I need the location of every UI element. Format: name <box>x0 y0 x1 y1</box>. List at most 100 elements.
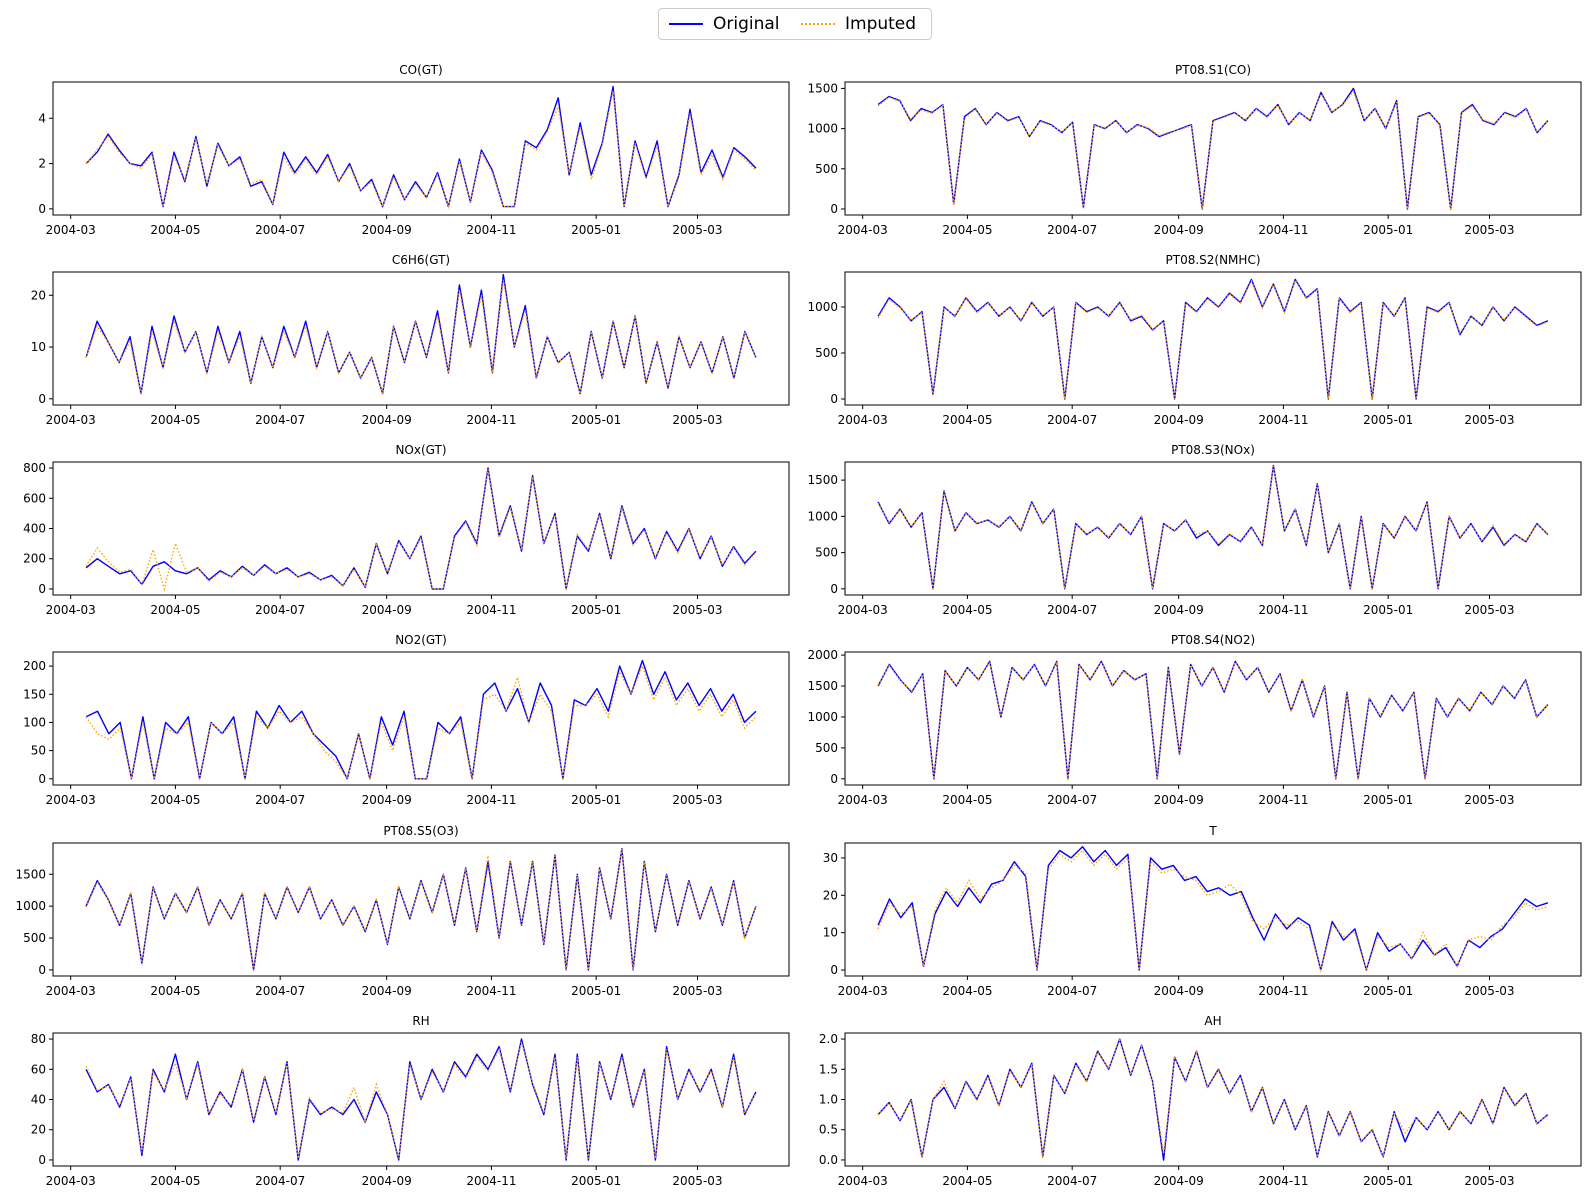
x-tick-label: 2005-01 <box>1363 984 1413 998</box>
plot-frame <box>844 81 1582 216</box>
y-tick-label: 2000 <box>807 648 838 662</box>
y-tick-label: 600 <box>23 491 46 505</box>
x-tick-label: 2004-03 <box>838 603 888 617</box>
y-tick-label: 1.5 <box>819 1062 838 1076</box>
x-tick-label: 2004-11 <box>1258 223 1308 237</box>
x-tick-label: 2004-09 <box>362 603 412 617</box>
x-tick-label: 2005-01 <box>571 984 621 998</box>
legend-item-original: Original <box>669 12 780 36</box>
x-tick-label: 2004-09 <box>362 1174 412 1188</box>
y-tick-label: 0 <box>830 202 838 216</box>
x-tick-label: 2004-09 <box>1154 603 1204 617</box>
series-original-line <box>85 659 757 780</box>
plot-frame <box>52 651 790 786</box>
subplot: AH 0.0 0.5 1.0 1.5 2.0 2004-03 2004-05 2004-07 20… <box>819 1014 1582 1188</box>
series-original-line <box>85 467 757 590</box>
legend-item-imputed: Imputed <box>801 12 916 36</box>
x-tick-label: 2004-05 <box>150 793 200 807</box>
x-tick-label: 2004-11 <box>466 603 516 617</box>
legend-swatch-original <box>669 23 703 25</box>
x-tick-label: 2004-09 <box>362 793 412 807</box>
x-tick-label: 2004-07 <box>255 603 305 617</box>
plot-frame <box>844 651 1582 786</box>
y-tick-label: 0.0 <box>819 1153 838 1167</box>
y-tick-label: 0 <box>830 582 838 596</box>
subplot: PT08.S1(CO) 0 500 1000 1500 2004-03 2004-05 200… <box>807 63 1582 237</box>
x-tick-label: 2005-01 <box>571 223 621 237</box>
subplot: PT08.S4(NO2) 0 500 1000 1500 2000 2004-03 2004-… <box>807 633 1582 807</box>
y-tick-label: 10 <box>31 340 46 354</box>
x-tick-label: 2005-03 <box>1464 603 1514 617</box>
x-tick-label: 2004-05 <box>942 793 992 807</box>
series-imputed-line <box>877 278 1549 400</box>
y-tick-label: 0 <box>38 392 46 406</box>
y-tick-label: 4 <box>38 111 46 125</box>
y-tick-label: 500 <box>815 162 838 176</box>
x-tick-label: 2004-09 <box>362 223 412 237</box>
y-tick-label: 2.0 <box>819 1032 838 1046</box>
series-original-line <box>85 848 757 971</box>
x-tick-label: 2004-11 <box>466 984 516 998</box>
y-tick-label: 1000 <box>807 710 838 724</box>
x-tick-label: 2004-03 <box>46 1174 96 1188</box>
series-imputed-line <box>877 1038 1549 1160</box>
series-imputed-line <box>85 1041 757 1159</box>
x-tick-label: 2004-09 <box>362 413 412 427</box>
y-tick-label: 1500 <box>807 81 838 95</box>
subplot-title: PT08.S4(NO2) <box>1171 633 1255 647</box>
plot-frame <box>52 271 790 406</box>
plot-frame <box>52 461 790 596</box>
subplot: RH 0 20 40 60 80 2004-03 2004-05 2004-07 2004-09 2… <box>31 1014 790 1188</box>
subplot-title: PT08.S3(NOx) <box>1171 443 1255 457</box>
y-tick-label: 0 <box>38 582 46 596</box>
plot-frame <box>844 461 1582 596</box>
x-tick-label: 2005-01 <box>1363 223 1413 237</box>
x-tick-label: 2004-09 <box>362 984 412 998</box>
x-tick-label: 2004-09 <box>1154 413 1204 427</box>
plot-frame <box>844 842 1582 977</box>
x-tick-label: 2005-01 <box>571 413 621 427</box>
y-tick-label: 200 <box>23 659 46 673</box>
y-tick-label: 150 <box>23 687 46 701</box>
x-tick-label: 2004-11 <box>1258 1174 1308 1188</box>
x-tick-label: 2004-03 <box>838 984 888 998</box>
x-tick-label: 2004-03 <box>46 984 96 998</box>
y-tick-label: 0 <box>38 1153 46 1167</box>
series-imputed-line <box>85 90 757 210</box>
series-original-line <box>877 87 1549 210</box>
y-tick-label: 0 <box>38 963 46 977</box>
x-tick-label: 2004-07 <box>255 793 305 807</box>
y-tick-label: 500 <box>815 346 838 360</box>
x-tick-label: 2004-11 <box>466 793 516 807</box>
y-tick-label: 500 <box>815 546 838 560</box>
y-tick-label: 0 <box>38 772 46 786</box>
y-tick-label: 20 <box>31 1123 46 1137</box>
y-tick-label: 1500 <box>807 473 838 487</box>
series-imputed-line <box>85 279 757 394</box>
x-tick-label: 2004-07 <box>255 223 305 237</box>
y-tick-label: 10 <box>823 926 838 940</box>
x-tick-label: 2004-03 <box>46 603 96 617</box>
y-tick-label: 0 <box>830 772 838 786</box>
x-tick-label: 2004-07 <box>1047 603 1097 617</box>
legend: Original Imputed <box>658 8 932 40</box>
x-tick-label: 2004-07 <box>1047 223 1097 237</box>
y-tick-label: 500 <box>23 931 46 945</box>
series-imputed-line <box>85 469 757 592</box>
x-tick-label: 2005-03 <box>672 223 722 237</box>
x-tick-label: 2004-07 <box>255 984 305 998</box>
x-tick-label: 2004-03 <box>838 223 888 237</box>
plot-frame <box>844 271 1582 406</box>
y-tick-label: 1000 <box>807 509 838 523</box>
subplot-title: T <box>1208 824 1217 838</box>
series-imputed-line <box>85 849 757 971</box>
subplot-title: AH <box>1204 1014 1221 1028</box>
subplot: NO2(GT) 0 50 100 150 200 2004-03 2004-05 2004-07… <box>23 633 790 807</box>
series-original-line <box>877 846 1549 971</box>
x-tick-label: 2005-01 <box>1363 1174 1413 1188</box>
x-tick-label: 2004-11 <box>1258 603 1308 617</box>
legend-label-imputed: Imputed <box>845 14 917 34</box>
series-imputed-line <box>877 466 1549 589</box>
subplot: CO(GT) 0 2 4 2004-03 2004-05 2004-07 2004-09 200… <box>38 63 790 237</box>
